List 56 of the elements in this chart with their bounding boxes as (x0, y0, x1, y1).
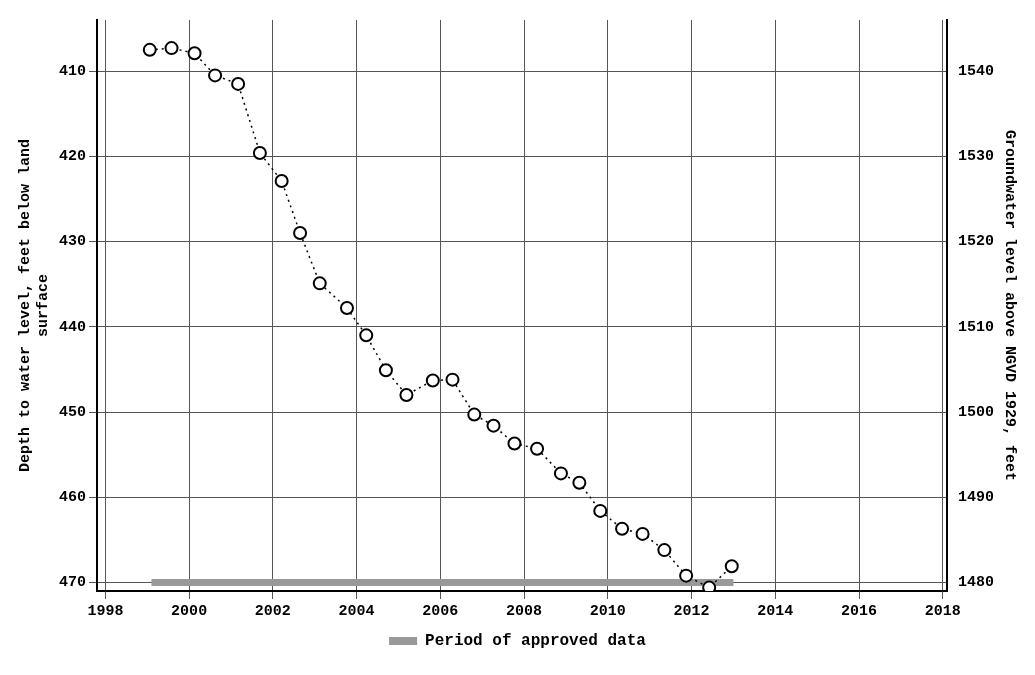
y2-tick-label: 1540 (957, 62, 995, 80)
point (425, 373, 440, 388)
y2-tick-label: 1520 (957, 233, 995, 251)
y2-tick-label: 1530 (957, 148, 995, 166)
point (593, 503, 608, 518)
y2-tick-label: 1490 (957, 489, 995, 507)
point (274, 174, 289, 189)
y2-tick-label: 1500 (957, 403, 995, 421)
point (702, 580, 717, 591)
point (679, 568, 694, 583)
point (635, 526, 650, 541)
y-tick-label: 410 (58, 62, 86, 80)
point (187, 46, 202, 61)
point (724, 559, 739, 574)
x-tick-label: 2016 (841, 602, 878, 620)
point (657, 543, 672, 558)
y-tick-label: 470 (58, 574, 86, 592)
x-tick-label: 2000 (171, 602, 208, 620)
point (378, 363, 393, 378)
point (399, 387, 414, 402)
point (142, 42, 157, 57)
y-tick-label: 440 (58, 318, 86, 336)
x-tick-label: 2014 (757, 602, 794, 620)
x-tick-label: 2006 (422, 602, 459, 620)
point (252, 145, 267, 160)
y-tick-label: 430 (58, 233, 86, 251)
point (467, 407, 482, 422)
point (164, 41, 179, 56)
y2-tick-label: 1480 (957, 574, 995, 592)
y2-tick-label: 1510 (957, 318, 995, 336)
point (231, 76, 246, 91)
y2-axis-title: Groundwater level above NGVD 1929, feet (1001, 129, 1019, 482)
x-tick-label: 1998 (87, 602, 124, 620)
x-tick-label: 2010 (589, 602, 626, 620)
y-axis-title: Depth to water level, feet below land surface (16, 138, 52, 473)
point (615, 521, 630, 536)
point (553, 466, 568, 481)
x-tick-label: 2018 (924, 602, 961, 620)
point (208, 68, 223, 83)
x-tick-label: 2004 (338, 602, 375, 620)
point (339, 301, 354, 316)
x-tick-label: 2012 (673, 602, 710, 620)
point (530, 441, 545, 456)
point (312, 276, 327, 291)
y-tick-label: 450 (58, 403, 86, 421)
legend-label: Period of approved data (425, 632, 647, 651)
x-tick-label: 2002 (254, 602, 291, 620)
point (445, 372, 460, 387)
y-tick-label: 420 (58, 148, 86, 166)
point (293, 226, 308, 241)
point (507, 436, 522, 451)
point (572, 475, 587, 490)
y-tick-label: 460 (58, 489, 86, 507)
point (486, 418, 501, 433)
point (359, 328, 374, 343)
x-tick-label: 2008 (506, 602, 543, 620)
